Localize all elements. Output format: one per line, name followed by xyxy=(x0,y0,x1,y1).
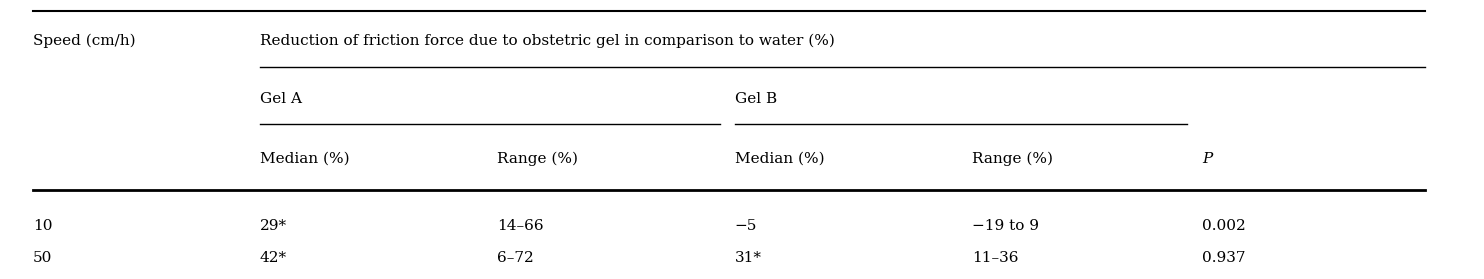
Text: 10: 10 xyxy=(33,219,52,233)
Text: −19 to 9: −19 to 9 xyxy=(972,219,1039,233)
Text: 0.002: 0.002 xyxy=(1202,219,1245,233)
Text: Range (%): Range (%) xyxy=(497,152,579,167)
Text: 42*: 42* xyxy=(260,251,286,265)
Text: Gel A: Gel A xyxy=(260,92,301,106)
Text: Range (%): Range (%) xyxy=(972,152,1054,167)
Text: 31*: 31* xyxy=(735,251,761,265)
Text: 29*: 29* xyxy=(260,219,286,233)
Text: 6–72: 6–72 xyxy=(497,251,534,265)
Text: P: P xyxy=(1202,152,1212,166)
Text: 0.937: 0.937 xyxy=(1202,251,1245,265)
Text: Median (%): Median (%) xyxy=(735,152,824,166)
Text: −5: −5 xyxy=(735,219,757,233)
Text: 14–66: 14–66 xyxy=(497,219,543,233)
Text: Speed (cm/h): Speed (cm/h) xyxy=(33,33,135,48)
Text: Gel B: Gel B xyxy=(735,92,776,106)
Text: Median (%): Median (%) xyxy=(260,152,349,166)
Text: 50: 50 xyxy=(33,251,52,265)
Text: Reduction of friction force due to obstetric gel in comparison to water (%): Reduction of friction force due to obste… xyxy=(260,33,834,48)
Text: 11–36: 11–36 xyxy=(972,251,1018,265)
